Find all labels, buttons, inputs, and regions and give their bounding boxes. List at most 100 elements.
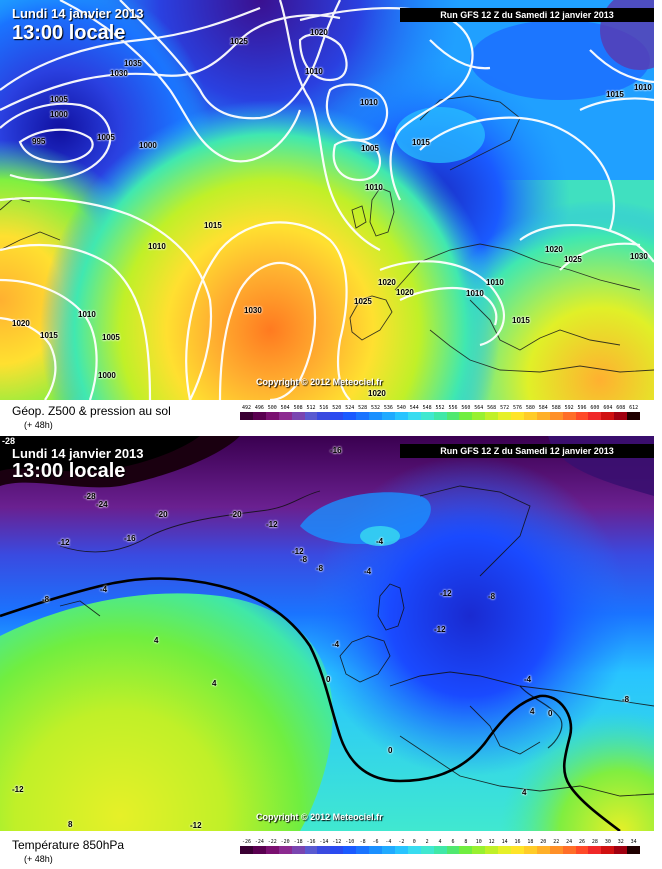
scale-cell: 572 — [498, 405, 512, 420]
scale-value: 604 — [603, 405, 613, 411]
scale-cell: 30 — [601, 839, 615, 854]
scale-swatch — [459, 412, 473, 420]
scale-value: 596 — [577, 405, 587, 411]
scale-value: 26 — [579, 839, 586, 845]
scale-swatch — [523, 846, 537, 854]
scale-swatch — [369, 846, 382, 854]
scale-swatch — [265, 846, 279, 854]
isobar-label: 1020 — [378, 278, 396, 287]
scale-value: 2 — [425, 839, 429, 845]
scale-value: -4 — [385, 839, 392, 845]
isobar-label: 1005 — [102, 333, 120, 342]
scale-value: 516 — [319, 405, 329, 411]
isotherm-label: -12 — [292, 547, 304, 556]
isobar-label: 1000 — [98, 371, 116, 380]
scale-cell: 28 — [588, 839, 602, 854]
scale-cell: 580 — [523, 405, 537, 420]
scale-swatch — [317, 412, 331, 420]
isotherm-label: -12 — [58, 538, 70, 547]
geopotential-field — [0, 0, 654, 400]
scale-swatch — [433, 412, 447, 420]
scale-swatch — [252, 846, 266, 854]
legend-subtitle: (+ 48h) — [24, 854, 53, 864]
scale-value: -12 — [332, 839, 342, 845]
scale-value: 584 — [538, 405, 548, 411]
scale-cell: 552 — [433, 405, 447, 420]
scale-swatch — [381, 412, 395, 420]
isobar-label: 1015 — [512, 316, 530, 325]
scale-cell: 10 — [472, 839, 486, 854]
isotherm-label: -20 — [156, 510, 168, 519]
isobar-label: 1015 — [40, 331, 58, 340]
isobar-label: 1020 — [545, 245, 563, 254]
isobar-label: 1010 — [634, 83, 652, 92]
isotherm-label: 0 — [548, 709, 553, 718]
scale-value: 508 — [293, 405, 303, 411]
isotherm-label: -4 — [100, 585, 108, 594]
scale-value: 576 — [512, 405, 522, 411]
scale-cell: 0 — [407, 839, 421, 854]
scale-swatch — [446, 412, 460, 420]
scale-cell: 2 — [420, 839, 434, 854]
scale-cell: -6 — [369, 839, 382, 854]
scale-value: 12 — [488, 839, 495, 845]
scale-swatch — [549, 846, 563, 854]
scale-swatch — [407, 412, 421, 420]
isotherm-label: 4 — [212, 679, 217, 688]
scale-cell: 512 — [304, 405, 318, 420]
scale-cell: 18 — [523, 839, 537, 854]
isobar-label: 1015 — [412, 138, 430, 147]
scale-value: -10 — [345, 839, 355, 845]
scale-swatch — [394, 412, 408, 420]
scale-swatch — [433, 846, 447, 854]
scale-swatch — [330, 412, 344, 420]
scale-swatch — [330, 846, 344, 854]
scale-swatch — [562, 412, 576, 420]
scale-swatch — [575, 412, 589, 420]
scale-value: 544 — [409, 405, 419, 411]
temperature-field — [0, 436, 654, 831]
scale-value: 572 — [500, 405, 510, 411]
isotherm-label: -8 — [316, 564, 324, 573]
legend-subtitle: (+ 48h) — [24, 420, 53, 430]
isobar-label: 1020 — [368, 389, 386, 398]
isobar-label: 1015 — [606, 90, 624, 99]
legend-title: Température 850hPa — [12, 838, 125, 852]
scale-cell: 544 — [407, 405, 421, 420]
isotherm-label: -12 — [190, 821, 202, 830]
scale-cell: -2 — [394, 839, 408, 854]
isobar-label: 1015 — [204, 221, 222, 230]
scale-cell: -14 — [317, 839, 331, 854]
scale-value: 524 — [345, 405, 355, 411]
scale-cell: 564 — [472, 405, 486, 420]
scale-cell: 600 — [588, 405, 602, 420]
scale-value: 528 — [358, 405, 368, 411]
scale-swatch — [304, 412, 318, 420]
scale-swatch — [601, 846, 615, 854]
color-scale: 492 496 500 504 508 512 516 520 524 528 532 536 540 5… — [240, 405, 641, 420]
scale-swatch — [627, 846, 641, 854]
scale-swatch — [485, 412, 499, 420]
isotherm-label: 4 — [522, 788, 527, 797]
scale-cell: 22 — [549, 839, 563, 854]
scale-value: -16 — [306, 839, 316, 845]
scale-value: 32 — [617, 839, 624, 845]
scale-value: 8 — [464, 839, 468, 845]
scale-value: 14 — [501, 839, 508, 845]
scale-value: 556 — [448, 405, 458, 411]
scale-swatch — [343, 846, 357, 854]
isobar-label: 995 — [32, 137, 46, 146]
scale-value: 532 — [371, 405, 381, 411]
run-info: Run GFS 12 Z du Samedi 12 janvier 2013 — [400, 8, 654, 22]
scale-cell: -24 — [252, 839, 266, 854]
scale-cell: 26 — [575, 839, 589, 854]
scale-cell: -8 — [356, 839, 370, 854]
scale-cell: 524 — [343, 405, 357, 420]
scale-swatch — [278, 412, 292, 420]
scale-cell: 604 — [601, 405, 615, 420]
scale-value: 512 — [306, 405, 316, 411]
isobar-label: 1010 — [360, 98, 378, 107]
scale-swatch — [523, 412, 537, 420]
isotherm-label: -16 — [330, 446, 342, 455]
scale-cell: 568 — [485, 405, 499, 420]
